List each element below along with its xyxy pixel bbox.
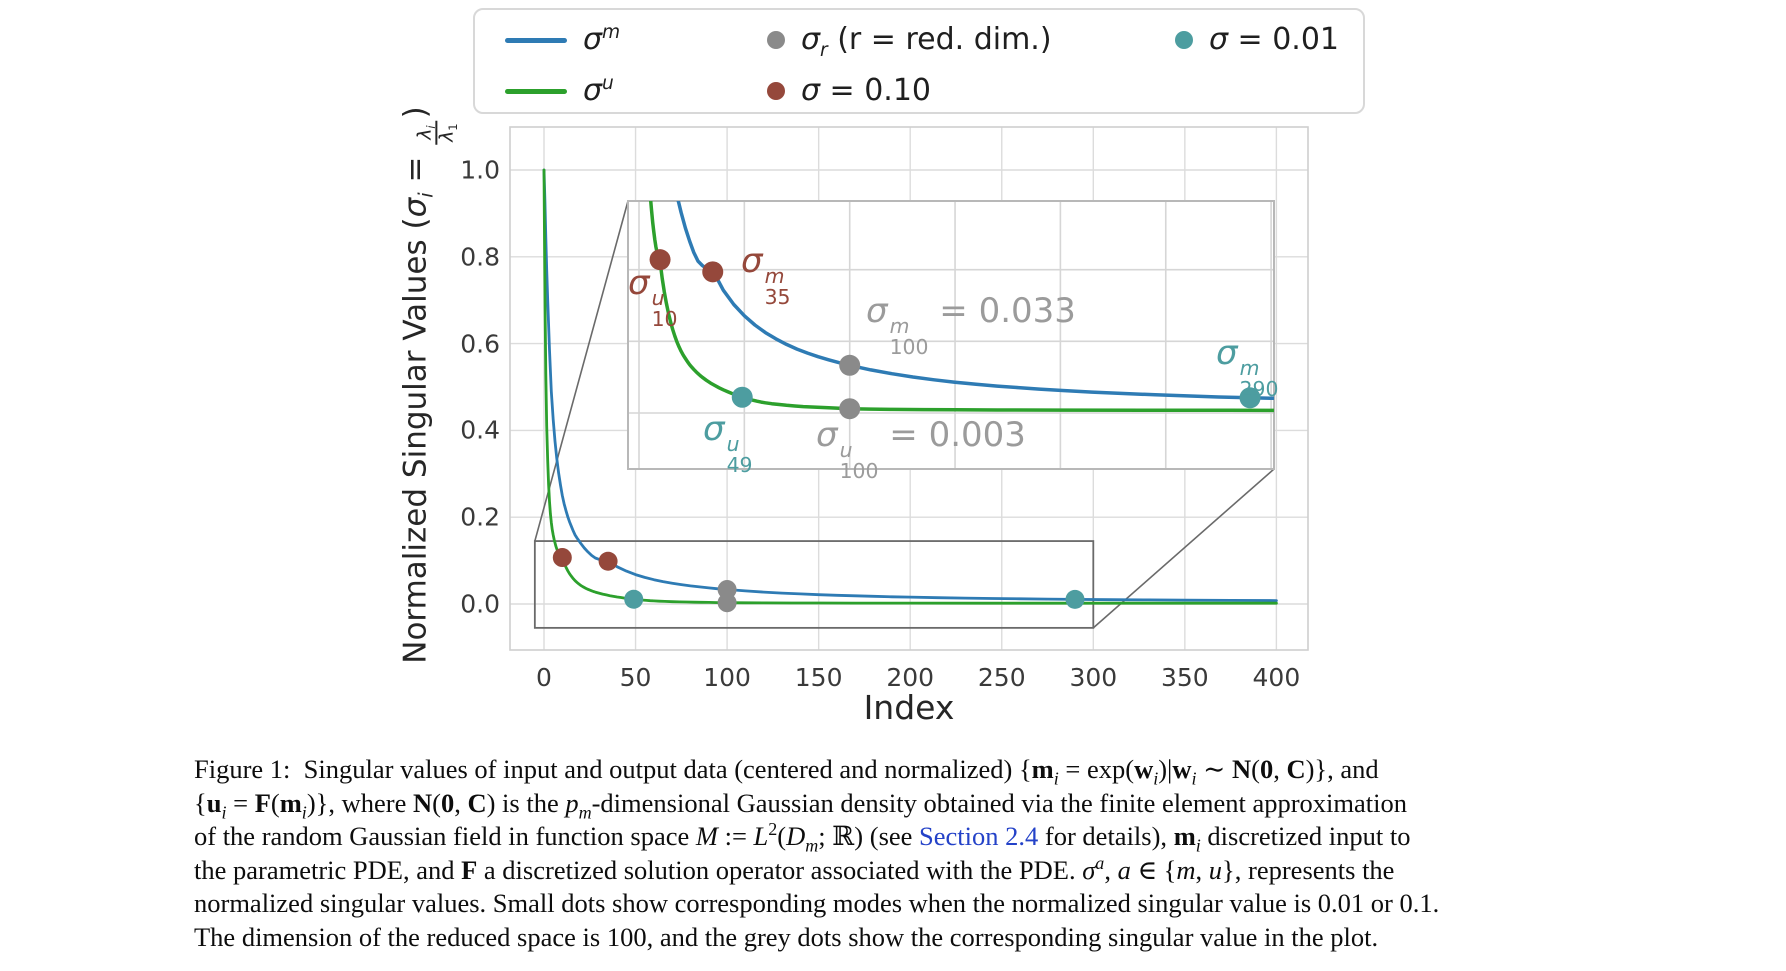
x-tick-label: 400	[1252, 663, 1301, 692]
marker-main	[717, 593, 737, 613]
marker-main	[624, 589, 644, 609]
inset-axes	[627, 200, 1275, 470]
marker-main	[717, 580, 737, 600]
marker-main	[1065, 589, 1085, 609]
x-tick-label: 200	[886, 663, 935, 692]
ann-sigma-u-100: σ u 100 = 0.003	[816, 415, 1026, 484]
y-axis-label: Normalized Singular Values (σi = λi λ1)	[397, 106, 461, 664]
x-tick-label: 250	[977, 663, 1026, 692]
caption-line-6: The dimension of the reduced space is 10…	[194, 921, 1379, 952]
ann-sigma-u-10: σ u 10	[628, 263, 678, 332]
legend-dot-swatch-sigma-010	[767, 82, 785, 100]
marker-inset	[839, 354, 861, 376]
ann-sigma-m-100: σ m 100 = 0.033	[866, 291, 1076, 360]
ann-sigma-m-35: σ m 35	[741, 241, 791, 310]
x-tick-label: 150	[794, 663, 843, 692]
x-tick-label: 300	[1069, 663, 1118, 692]
x-tick-label: 100	[703, 663, 751, 692]
legend-label-sigma-r: σr (r = red. dim.)	[801, 22, 1052, 61]
legend: σm σu σr (r = red. dim.) σ = 0.10 σ = 0.01	[473, 8, 1365, 114]
legend-dot-swatch-sigma-r	[767, 31, 785, 49]
y-tick-label: 1.0	[460, 155, 500, 185]
x-axis-label: Index	[863, 688, 955, 727]
legend-item-sigma-010: σ = 0.10	[767, 69, 931, 113]
caption-line-4: the parametric PDE, and F a discretized …	[194, 852, 1395, 885]
section-2-4-link[interactable]: Section 2.4	[919, 821, 1039, 851]
y-tick-label: 0.6	[460, 329, 500, 359]
marker-inset	[702, 261, 724, 283]
marker-main	[598, 551, 618, 571]
marker-inset	[1239, 387, 1261, 409]
x-tick-label: 50	[619, 663, 652, 692]
legend-label-sigma-010: σ = 0.10	[801, 73, 932, 108]
caption-line-2: {ui = F(mi)}, where N(0, C) is the pm-di…	[194, 787, 1407, 822]
legend-label-sigma-m: σm	[583, 22, 621, 57]
legend-item-sigma-001: σ = 0.01	[1175, 18, 1339, 62]
zoom-region-rect	[533, 540, 1095, 629]
marker-inset	[649, 249, 671, 271]
caption-line-1: Figure 1: Singular values of input and o…	[194, 754, 1379, 789]
legend-item-sigma-u: σu	[505, 69, 614, 113]
y-tick-label: 0.4	[460, 415, 500, 445]
legend-label-sigma-001: σ = 0.01	[1209, 22, 1340, 57]
x-tick-label: 0	[536, 663, 552, 692]
marker-inset	[839, 398, 861, 420]
legend-label-sigma-u: σu	[583, 73, 614, 108]
ann-sigma-u-49: σ u 49	[703, 409, 753, 478]
marker-inset	[731, 386, 753, 408]
y-tick-label: 0.2	[460, 502, 500, 532]
x-tick-label: 350	[1160, 663, 1209, 692]
caption-line-3: of the random Gaussian field in function…	[194, 819, 1411, 856]
legend-line-swatch-sigma-u	[505, 88, 567, 94]
legend-item-sigma-r: σr (r = red. dim.)	[767, 18, 1052, 62]
ann-sigma-m-290: σ m 290	[1216, 333, 1279, 402]
legend-line-swatch-sigma-m	[505, 37, 567, 43]
y-tick-label: 0.0	[460, 589, 500, 619]
legend-item-sigma-m: σm	[505, 18, 620, 62]
legend-dot-swatch-sigma-001	[1175, 31, 1193, 49]
caption-line-5: normalized singular values. Small dots s…	[194, 888, 1440, 918]
y-tick-label: 0.8	[460, 242, 500, 272]
marker-main	[552, 548, 572, 568]
figure-caption: Figure 1: Singular values of input and o…	[194, 753, 1608, 954]
